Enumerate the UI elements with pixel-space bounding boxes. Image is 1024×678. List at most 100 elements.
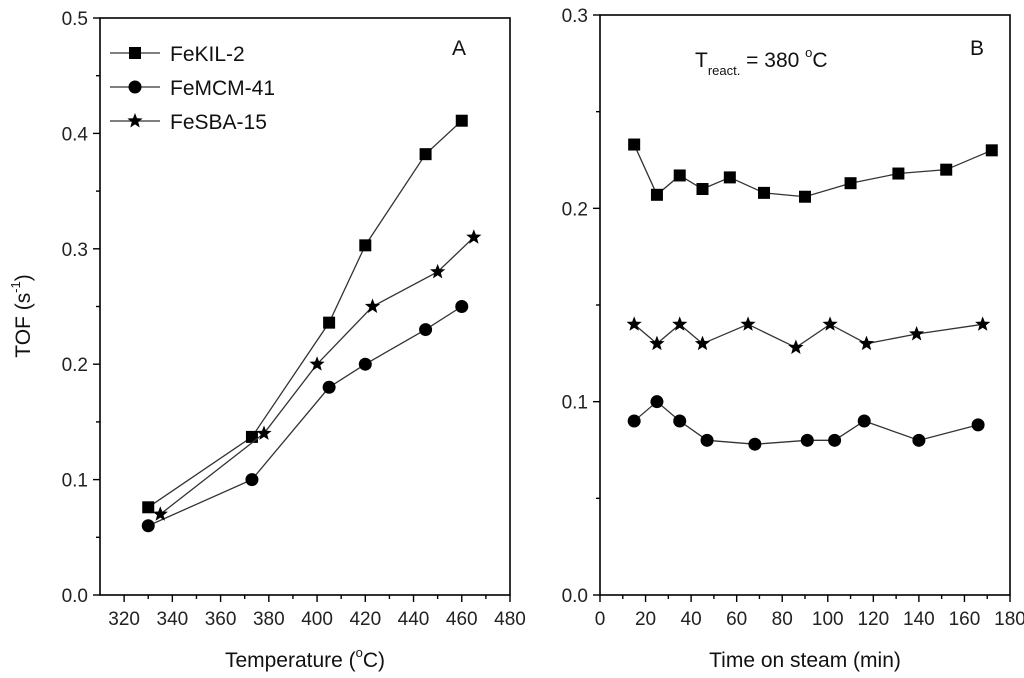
legend-label-fekil2: FeKIL-2 <box>170 43 245 66</box>
data-point-fesba15 <box>909 326 925 341</box>
data-point-fekil2 <box>650 188 663 201</box>
x-tick-label: 140 <box>903 609 935 630</box>
data-point-fesba15 <box>672 316 688 331</box>
data-point-fesba15 <box>788 339 804 355</box>
data-point-fesba15 <box>694 335 711 351</box>
data-point-femcm41 <box>245 473 259 487</box>
y-tick-label: 0.0 <box>62 586 88 607</box>
legend-marker-star-shape <box>127 113 143 128</box>
panel-b: 0 20 40 60 80 100 120 140 160 180 0.0 0.1 0.2 0.3 B T… <box>562 6 1024 672</box>
x-tick-label: 20 <box>635 609 656 630</box>
data-point-fekil2 <box>455 114 468 127</box>
y-tick-label: 0.2 <box>562 199 588 220</box>
data-point-fesba15 <box>975 316 991 331</box>
series-line-fesba15 <box>633 323 983 349</box>
data-point-fekil2 <box>892 167 905 180</box>
data-point-femcm41 <box>141 519 155 533</box>
data-point-femcm41 <box>322 380 336 394</box>
panel-b-xlabel: Time on steam (min) <box>709 649 901 672</box>
data-point-fesba15 <box>822 316 838 331</box>
panel-a-label: A <box>452 37 466 60</box>
data-point-fekil2 <box>758 186 770 199</box>
data-point-femcm41 <box>748 437 762 451</box>
x-tick-label: 160 <box>949 609 981 630</box>
data-point-fekil2 <box>628 138 641 151</box>
data-point-fesba15 <box>858 335 875 351</box>
data-point-fesba15 <box>364 298 381 313</box>
data-point-femcm41 <box>828 433 842 447</box>
series-line-fekil2 <box>147 120 463 508</box>
series-line-femcm41 <box>147 305 463 527</box>
data-point-femcm41 <box>700 433 714 447</box>
data-point-fekil2 <box>696 183 709 195</box>
x-tick-label: 400 <box>301 609 333 630</box>
legend-marker-square <box>129 47 141 59</box>
panel-a: 320 340 360 380 400 420 440 460 480 0.0 0.1 0.2 0.3 0… <box>8 9 526 672</box>
y-tick-label: 0.0 <box>562 586 588 607</box>
data-point-fekil2 <box>985 144 998 157</box>
x-tick-label: 340 <box>157 609 189 630</box>
data-point-fekil2 <box>940 163 953 176</box>
x-tick-label: 120 <box>857 609 889 630</box>
legend-label-fesba15: FeSBA-15 <box>170 111 267 134</box>
data-point-fesba15 <box>740 316 756 331</box>
data-point-fekil2 <box>359 239 372 252</box>
x-tick-label: 380 <box>253 609 285 630</box>
x-tick-label: 320 <box>108 609 140 630</box>
x-tick-label: 80 <box>772 609 793 630</box>
data-point-fekil2 <box>245 430 258 443</box>
x-tick-label: 480 <box>494 609 526 630</box>
data-point-fekil2 <box>142 501 155 514</box>
data-point-femcm41 <box>419 323 433 337</box>
data-point-fekil2 <box>419 148 432 161</box>
data-point-femcm41 <box>971 418 985 432</box>
data-point-femcm41 <box>650 395 664 409</box>
series-line-fesba15 <box>159 236 475 515</box>
data-point-femcm41 <box>455 300 469 313</box>
x-tick-label: 180 <box>994 609 1024 630</box>
data-point-fekil2 <box>673 169 686 182</box>
series-line-fekil2 <box>633 144 993 198</box>
data-point-femcm41 <box>912 433 926 447</box>
legend-marker-circle <box>128 80 142 94</box>
data-point-femcm41 <box>627 414 641 428</box>
data-point-fesba15 <box>626 316 642 331</box>
data-point-femcm41 <box>857 414 871 428</box>
y-tick-label: 0.4 <box>62 124 89 145</box>
data-point-fesba15 <box>309 356 325 371</box>
y-tick-label: 0.2 <box>62 355 88 376</box>
x-tick-label: 0 <box>595 609 606 630</box>
data-point-femcm41 <box>673 414 687 428</box>
y-tick-label: 0.5 <box>62 9 88 30</box>
x-tick-label: 60 <box>726 609 747 630</box>
legend-label-femcm41: FeMCM-41 <box>170 77 275 100</box>
data-point-fesba15 <box>466 229 482 244</box>
legend: FeKIL-2 FeMCM-41 FeSBA-15 <box>110 43 275 134</box>
x-tick-label: 420 <box>349 609 381 630</box>
x-tick-label: 360 <box>205 609 237 630</box>
x-tick-label: 40 <box>681 609 702 630</box>
data-point-fesba15 <box>649 335 665 351</box>
y-tick-label: 0.1 <box>62 471 88 492</box>
panel-a-frame <box>99 17 511 596</box>
data-point-femcm41 <box>800 433 814 447</box>
data-point-fesba15 <box>256 425 272 440</box>
data-point-fesba15 <box>152 506 168 521</box>
panel-b-label: B <box>970 37 984 60</box>
data-point-fekil2 <box>799 190 811 203</box>
x-tick-label: 440 <box>398 609 430 630</box>
y-tick-label: 0.1 <box>562 393 588 414</box>
panel-a-ylabel: TOF (s-1) <box>8 274 35 358</box>
data-point-femcm41 <box>358 357 372 371</box>
data-point-fekil2 <box>844 177 857 190</box>
legend-marker-star <box>127 113 143 128</box>
x-tick-label: 100 <box>812 609 844 630</box>
y-tick-label: 0.3 <box>562 6 588 27</box>
panel-a-xlabel: Temperature (oC) <box>225 645 385 672</box>
reaction-temperature-annotation: Treact. = 380 oC <box>695 45 828 78</box>
x-tick-label: 460 <box>446 609 478 630</box>
data-point-fesba15 <box>430 263 446 279</box>
y-tick-label: 0.3 <box>62 240 88 261</box>
series-line-femcm41 <box>633 400 979 445</box>
